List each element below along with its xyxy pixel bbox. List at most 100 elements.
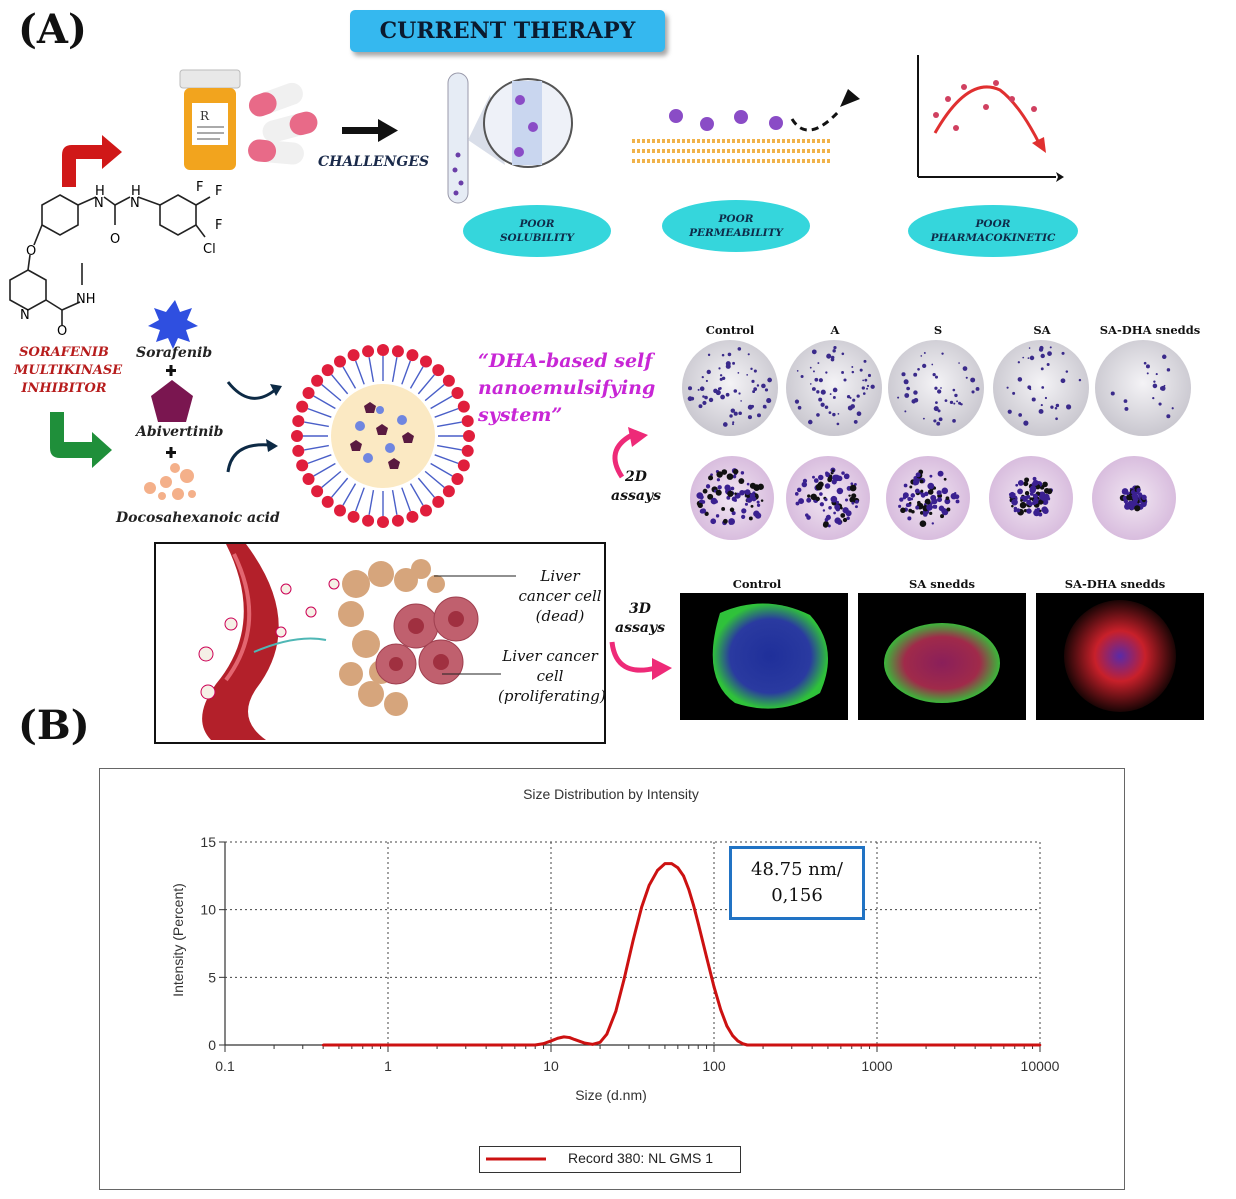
sorafenib-star-icon (148, 300, 198, 349)
lipid-head (302, 387, 315, 399)
data-point (745, 1043, 749, 1047)
col-header-2d: SA-DHA snedds (1099, 323, 1201, 337)
lipid-head (420, 355, 432, 368)
col-header-2d: S (933, 323, 943, 337)
data-point (591, 1043, 594, 1046)
lipid-tail (430, 395, 453, 410)
plus-icon (166, 447, 176, 458)
poor-solubility-pill: POOR SOLUBILITY (463, 205, 611, 257)
lipid-head (321, 495, 334, 508)
abivertinib-pentagon-icon (151, 380, 193, 422)
lipid-head (377, 516, 389, 528)
data-point (321, 1043, 325, 1047)
current-therapy-illustrations: R (62, 55, 1064, 204)
lipid-head (442, 485, 455, 498)
lipid-tail (409, 366, 424, 389)
data-point (676, 866, 680, 870)
data-point (640, 905, 643, 909)
label-line: cancer cell (518, 587, 602, 605)
atom-o: O (57, 324, 67, 335)
data-point (656, 869, 659, 872)
lipid-tail (304, 421, 329, 428)
lipid-head (296, 459, 309, 472)
lipid-head (432, 495, 445, 508)
lipid-tail (307, 454, 332, 465)
lipid-head (457, 459, 470, 472)
col-header-3d: SA snedds (909, 577, 975, 591)
poor-permeability-pill: POOR PERMEABILITY (662, 200, 810, 252)
colony-plate (682, 340, 778, 436)
data-point (598, 1040, 602, 1044)
poor-pharmacokinetic-pill: POOR PHARMACOKINETIC (908, 205, 1078, 257)
data-point (725, 1024, 729, 1028)
label-line: cell (536, 667, 564, 685)
lipid-head (451, 473, 464, 485)
atom-f: F (196, 180, 203, 195)
lipid-head (334, 355, 346, 368)
atom-f: F (215, 184, 222, 199)
lipid-head (347, 510, 360, 523)
data-point (632, 938, 635, 941)
data-point (622, 978, 626, 982)
atom-h: H (131, 184, 141, 199)
lipid-head (292, 415, 305, 428)
atom-n: N (20, 308, 30, 323)
atom-n: N (94, 196, 104, 211)
chart-title: Size Distribution by Intensity (523, 786, 699, 802)
data-point (647, 884, 651, 887)
lipid-tail (401, 360, 412, 385)
data-point (562, 1035, 566, 1039)
abivertinib-label: Abivertinib (136, 424, 224, 440)
data-point (573, 1038, 577, 1041)
lipid-head (296, 400, 309, 413)
pill-line-2: PHARMACOKINETIC (930, 232, 1056, 244)
plus-icon (166, 365, 176, 376)
col-header-2d: SA (1033, 323, 1051, 337)
spheroid-images (680, 593, 1204, 720)
legend-series-name: Record 380: NL GMS 1 (568, 1150, 713, 1166)
size-pdi-annotation: 48.75 nm/ 0,156 (729, 846, 865, 920)
col-header-2d: A (830, 323, 840, 337)
data-point (582, 1041, 586, 1045)
atom-o: O (26, 244, 36, 259)
lipid-tail (437, 444, 462, 451)
lipid-tail (368, 357, 375, 382)
lipid-tail (417, 374, 435, 395)
lipid-tail (391, 490, 398, 515)
lipid-head (406, 349, 419, 362)
lipid-head (362, 514, 375, 527)
atom-nh: NH (76, 292, 96, 307)
lipid-head (406, 510, 419, 523)
dha-label: Docosahexanoic acid (116, 510, 280, 526)
y-tick-label: 5 (208, 969, 216, 985)
pill-line-2: SOLUBILITY (499, 232, 575, 244)
sorafenib-structure: H N H N O F F F Cl O N O NH (9, 180, 222, 335)
data-point (719, 1008, 723, 1012)
data-point (736, 1039, 740, 1043)
black-arrow-icon (342, 119, 398, 142)
pink-curved-arrow-icon (609, 641, 672, 680)
lipid-tail (331, 477, 349, 498)
caption-line: MULTIKINASE (14, 363, 123, 378)
data-point (605, 1032, 609, 1036)
lipid-tail (331, 374, 349, 395)
data-point (614, 1009, 618, 1013)
lipid-tail (434, 407, 459, 418)
x-tick-label: 100 (702, 1058, 726, 1074)
lipid-head (362, 345, 375, 358)
y-tick-label: 10 (200, 902, 216, 918)
membrane-icon (632, 89, 860, 163)
migration-well (886, 456, 970, 540)
y-axis-label: Intensity (Percent) (170, 883, 186, 997)
atom-f: F (215, 218, 222, 233)
lipid-head (377, 344, 389, 356)
label-line: assays (611, 488, 661, 504)
curved-arrow-icon (226, 381, 282, 473)
lipid-head (391, 345, 404, 358)
colony-assay-images (682, 340, 1191, 540)
pk-curve-icon (917, 55, 1064, 182)
lipid-head (334, 504, 346, 517)
colony-plate (1095, 340, 1191, 436)
data-point (386, 1043, 390, 1047)
x-tick-label: 1000 (861, 1058, 892, 1074)
